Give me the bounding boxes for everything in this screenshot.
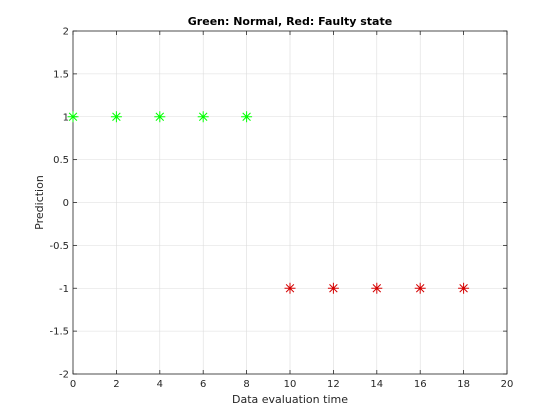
y-tick-label: 0 [63, 198, 69, 209]
normal-state-point [110, 111, 122, 123]
y-tick-label: 0.5 [53, 155, 69, 166]
x-axis-label: Data evaluation time [232, 393, 348, 406]
faulty-state-point [327, 282, 339, 294]
faulty-state-point-mark [458, 282, 470, 294]
normal-state-point [67, 111, 79, 123]
faulty-state-point [458, 282, 470, 294]
y-tick-label: -1.5 [49, 327, 69, 338]
normal-state-point [154, 111, 166, 123]
y-tick-label: 1.5 [53, 69, 69, 80]
x-tick-label: 4 [157, 379, 163, 390]
x-tick-label: 0 [70, 379, 76, 390]
axis-ticks [72, 30, 508, 375]
faulty-state-point [371, 282, 383, 294]
faulty-state-point-mark [327, 282, 339, 294]
faulty-state-point-mark [284, 282, 296, 294]
normal-state-point-mark [154, 111, 166, 123]
chart-title: Green: Normal, Red: Faulty state [188, 15, 392, 28]
y-axis-label: Prediction [33, 175, 46, 230]
x-tick-label: 20 [501, 379, 514, 390]
x-tick-label: 2 [113, 379, 119, 390]
x-tick-labels: 0 2 4 6 8 10 12 14 16 18 20 [70, 379, 514, 390]
normal-state-point-mark [197, 111, 209, 123]
x-tick-label: 10 [284, 379, 297, 390]
x-tick-label: 8 [243, 379, 249, 390]
faulty-state-point-mark [414, 282, 426, 294]
x-tick-label: 14 [370, 379, 383, 390]
x-tick-label: 6 [200, 379, 206, 390]
y-tick-labels: 2 1.5 1 0.5 0 -0.5 -1 -1.5 -2 [49, 27, 69, 381]
normal-state-point-mark [67, 111, 79, 123]
normal-state-point-mark [241, 111, 253, 123]
x-tick-label: 16 [414, 379, 427, 390]
y-tick-label: -0.5 [49, 241, 69, 252]
y-tick-label: 1 [63, 112, 69, 123]
x-tick-label: 12 [327, 379, 340, 390]
faulty-state-point [284, 282, 296, 294]
data-markers [67, 111, 470, 294]
x-tick-label: 18 [457, 379, 470, 390]
normal-state-point [197, 111, 209, 123]
y-tick-label: -1 [59, 284, 69, 295]
normal-state-point [241, 111, 253, 123]
plot-area: 0 2 4 6 8 10 12 14 16 18 20 2 1.5 1 0.5 0 -0.5 -1 -1.5 -2 [49, 27, 513, 391]
y-tick-label: -2 [59, 370, 69, 381]
faulty-state-point [414, 282, 426, 294]
faulty-state-point-mark [371, 282, 383, 294]
y-tick-label: 2 [63, 27, 69, 38]
normal-state-point-mark [110, 111, 122, 123]
